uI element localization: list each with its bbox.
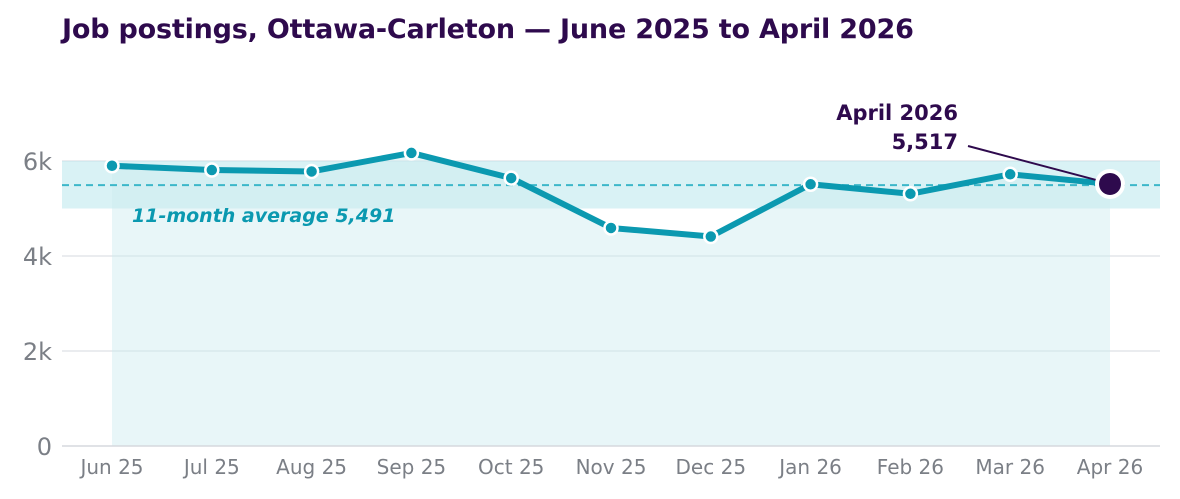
data-point bbox=[303, 163, 320, 180]
x-tick-label: Nov 25 bbox=[576, 455, 647, 479]
y-tick-label: 2k bbox=[23, 338, 52, 366]
y-axis-ticks: 0 2k 4k 6k bbox=[23, 148, 52, 461]
x-tick-label: Oct 25 bbox=[478, 455, 544, 479]
x-axis-ticks: Jun 25 Jul 25 Aug 25 Sep 25 Oct 25 Nov 25 Dec … bbox=[78, 455, 1143, 479]
data-points bbox=[104, 145, 1018, 245]
chart-title: Job postings, Ottawa-Carleton — June 202… bbox=[62, 14, 914, 45]
x-tick-label: Sep 25 bbox=[377, 455, 447, 479]
average-label: 11-month average 5,491 bbox=[132, 205, 395, 227]
data-point bbox=[503, 170, 519, 186]
x-tick-label: Jun 25 bbox=[78, 455, 143, 479]
x-tick-label: Dec 25 bbox=[676, 455, 747, 479]
highlight-point bbox=[1095, 168, 1125, 199]
x-tick-label: Aug 25 bbox=[276, 455, 347, 479]
data-point bbox=[603, 220, 619, 236]
data-point bbox=[1002, 166, 1018, 183]
x-tick-label: Jan 26 bbox=[777, 455, 842, 479]
y-tick-label: 0 bbox=[37, 433, 52, 461]
x-tick-label: Mar 26 bbox=[975, 455, 1045, 479]
data-point bbox=[403, 145, 420, 161]
data-point bbox=[104, 158, 120, 174]
area-fill bbox=[112, 152, 1110, 447]
x-tick-label: Apr 26 bbox=[1077, 455, 1143, 479]
data-point bbox=[703, 228, 719, 245]
data-point bbox=[204, 162, 220, 178]
data-point bbox=[802, 176, 819, 193]
callout-month-label: April 2026 bbox=[836, 101, 958, 125]
callout-value-label: 5,517 bbox=[892, 130, 958, 154]
y-tick-label: 4k bbox=[23, 243, 52, 271]
y-tick-label: 6k bbox=[23, 148, 52, 176]
data-point bbox=[902, 186, 919, 202]
x-tick-label: Jul 25 bbox=[182, 455, 240, 479]
callout-leader-line bbox=[967, 145, 1097, 181]
x-tick-label: Feb 26 bbox=[877, 455, 944, 479]
